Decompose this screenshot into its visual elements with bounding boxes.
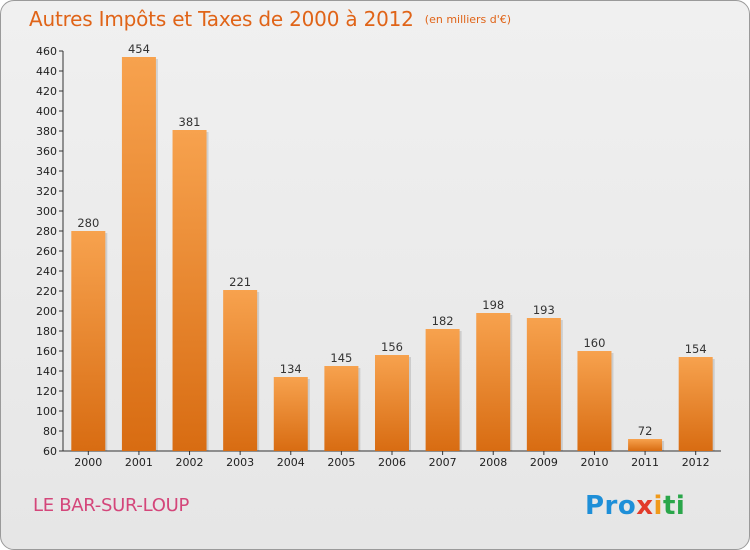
y-tick-label: 240 (36, 265, 57, 278)
data-label-2009: 193 (533, 303, 555, 317)
chart-title-block: Autres Impôts et Taxes de 2000 à 2012 (e… (29, 7, 511, 31)
bar-2012 (678, 357, 713, 451)
y-tick-label: 400 (36, 105, 57, 118)
x-tick-label-2006: 2006 (378, 456, 406, 469)
bar-2000 (71, 231, 106, 451)
data-label-2008: 198 (482, 298, 504, 312)
x-tick-label-2008: 2008 (479, 456, 507, 469)
data-label-2012: 154 (685, 342, 707, 356)
logo-part-4: ti (662, 491, 686, 521)
y-tick-label: 440 (36, 65, 57, 78)
data-label-2010: 160 (583, 336, 605, 350)
y-tick-label: 60 (43, 445, 57, 458)
x-tick-label-2010: 2010 (580, 456, 608, 469)
bar-2006 (375, 355, 409, 451)
chart-title: Autres Impôts et Taxes de 2000 à 2012 (29, 7, 414, 31)
bar-2008 (476, 313, 511, 451)
y-tick-label: 360 (36, 145, 57, 158)
y-tick-label: 380 (36, 125, 57, 138)
y-tick-label: 220 (36, 285, 57, 298)
data-label-2004: 134 (280, 362, 302, 376)
x-tick-label-2012: 2012 (682, 456, 710, 469)
logo-part-1: Pro (585, 491, 637, 521)
y-tick-label: 200 (36, 305, 57, 318)
bar-2009 (526, 318, 561, 451)
place-name: LE BAR-SUR-LOUP (33, 495, 190, 516)
y-tick-label: 80 (43, 425, 57, 438)
bar-2004 (273, 377, 308, 451)
logo-part-2: x (636, 491, 654, 521)
chart-unit-note: (en milliers d'€) (424, 13, 512, 26)
x-tick-label-2004: 2004 (277, 456, 305, 469)
y-tick-label: 260 (36, 245, 57, 258)
y-tick-label: 180 (36, 325, 57, 338)
data-label-2005: 145 (330, 351, 352, 365)
x-tick-label-2002: 2002 (176, 456, 204, 469)
bar-2007 (425, 329, 460, 451)
bar-2002 (172, 130, 207, 451)
x-tick-label-2011: 2011 (631, 456, 659, 469)
y-tick-label: 160 (36, 345, 57, 358)
y-tick-label: 340 (36, 165, 57, 178)
proxiti-logo[interactable]: Proxiti (585, 491, 685, 521)
x-tick-label-2005: 2005 (327, 456, 355, 469)
bar-2003 (223, 290, 258, 451)
x-tick-label-2001: 2001 (125, 456, 153, 469)
data-label-2011: 72 (638, 424, 653, 438)
bar-2005 (324, 366, 359, 451)
x-tick-label-2007: 2007 (429, 456, 457, 469)
y-tick-label: 460 (36, 45, 57, 58)
data-label-2003: 221 (229, 275, 251, 289)
y-tick-label: 120 (36, 385, 57, 398)
logo-part-3: i (653, 491, 663, 521)
data-label-2000: 280 (77, 216, 99, 230)
data-label-2001: 454 (128, 42, 150, 56)
data-label-2007: 182 (432, 314, 454, 328)
data-label-2002: 381 (179, 115, 201, 129)
x-tick-label-2000: 2000 (74, 456, 102, 469)
y-tick-label: 280 (36, 225, 57, 238)
data-label-2006: 156 (381, 340, 403, 354)
y-tick-label: 420 (36, 85, 57, 98)
y-tick-label: 100 (36, 405, 57, 418)
x-tick-label-2003: 2003 (226, 456, 254, 469)
y-tick-label: 320 (36, 185, 57, 198)
y-tick-label: 140 (36, 365, 57, 378)
x-tick-label-2009: 2009 (530, 456, 558, 469)
y-tick-label: 300 (36, 205, 57, 218)
bar-2010 (577, 351, 612, 451)
bar-2001 (121, 57, 156, 451)
bar-2011 (628, 439, 663, 451)
